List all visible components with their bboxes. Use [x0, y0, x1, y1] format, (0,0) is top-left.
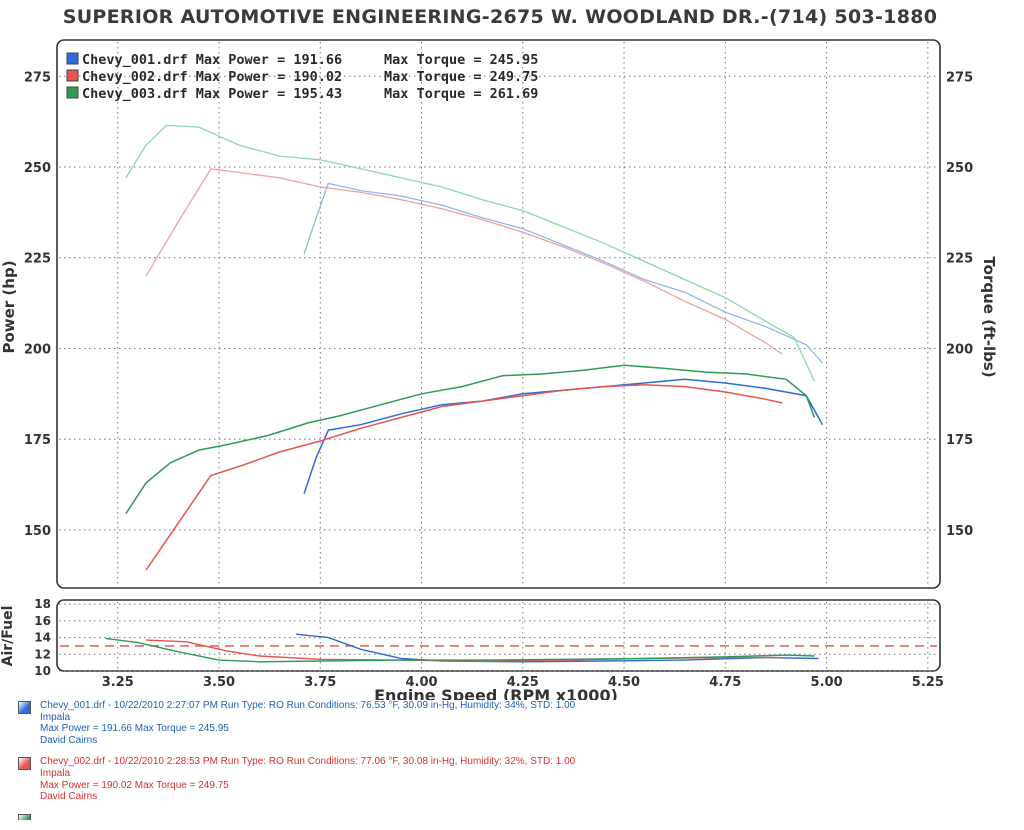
power-line-Chevy_001.drf	[303, 378, 824, 494]
rpm-tick-label: 4.50	[608, 675, 640, 690]
power-tick-label: 225	[24, 252, 51, 267]
torque-tick-label: 250	[946, 161, 973, 176]
rpm-tick-label: 5.00	[811, 675, 843, 690]
afr-axis-title: Air/Fuel	[0, 606, 16, 667]
run-2-vehicle: Impala	[40, 767, 71, 779]
torque-line-Chevy_002.drf	[145, 168, 783, 355]
run-entry: Chevy_002.drf - 10/22/2010 2:28:53 PM Ru…	[18, 756, 1018, 802]
legend-entry: Chevy_001.drf Max Power = 191.66	[82, 52, 342, 68]
power-tick-label: 275	[24, 70, 51, 85]
afr-tick-label: 14	[34, 631, 51, 645]
run-1-header: Chevy_001.drf - 10/22/2010 2:27:07 PM Ru…	[40, 700, 576, 711]
run-2-summary: Max Power = 190.02 Max Torque = 249.75	[40, 779, 229, 791]
rpm-tick-label: 4.00	[406, 675, 438, 690]
page-title: SUPERIOR AUTOMOTIVE ENGINEERING-2675 W. …	[62, 6, 938, 28]
rpm-tick-label: 5.25	[912, 675, 944, 690]
run-1-vehicle: Impala	[40, 711, 71, 723]
afr-tick-label: 10	[34, 664, 51, 678]
legend-entry: Chevy_002.drf Max Power = 190.02	[82, 69, 342, 85]
torque-tick-label: 275	[946, 70, 973, 85]
legend-swatch-icon	[66, 69, 79, 82]
run-2-swatch-icon	[18, 757, 31, 771]
legend-torque: Max Torque = 245.95	[384, 52, 538, 68]
rpm-tick-label: 4.75	[709, 675, 741, 690]
run-2-header: Chevy_002.drf - 10/22/2010 2:28:53 PM Ru…	[40, 756, 576, 768]
afr-plot-frame	[56, 599, 941, 672]
rpm-tick-label: 4.25	[507, 675, 539, 690]
power-tick-label: 200	[24, 342, 51, 357]
power-tick-label: 150	[24, 524, 51, 539]
legend-swatch-icon	[66, 86, 79, 99]
power-line-Chevy_003.drf	[125, 364, 816, 515]
run-1-swatch-icon	[18, 701, 31, 714]
legend-swatch-icon	[66, 52, 79, 65]
torque-line-Chevy_001.drf	[303, 182, 823, 364]
torque-tick-label: 175	[946, 433, 973, 448]
torque-tick-label: 150	[946, 524, 973, 539]
power-axis-title: Power (hp)	[0, 260, 18, 353]
power-line-Chevy_002.drf	[145, 384, 783, 571]
legend-entry: Chevy_003.drf Max Power = 195.43	[82, 86, 342, 102]
power-tick-label: 250	[24, 161, 51, 176]
run-details: Chevy_001.drf - 10/22/2010 2:27:07 PM Ru…	[18, 700, 1018, 830]
run-entry: Chevy_001.drf - 10/22/2010 2:27:07 PM Ru…	[18, 700, 1018, 746]
run-1-summary: Max Power = 191.66 Max Torque = 245.95	[40, 723, 229, 735]
rpm-tick-label: 3.25	[102, 675, 134, 690]
torque-axis-title: Torque (ft-lbs)	[980, 256, 998, 377]
torque-tick-label: 200	[946, 342, 973, 357]
torque-line-Chevy_003.drf	[125, 124, 815, 382]
afr-tick-label: 16	[34, 614, 51, 628]
rpm-tick-label: 3.75	[304, 675, 336, 690]
run-1-operator: David Cairns	[40, 734, 98, 746]
run-entry-cut-off	[18, 813, 1018, 820]
afr-tick-label: 18	[34, 597, 51, 611]
torque-tick-label: 225	[946, 252, 973, 267]
dyno-chart: 150 150 175 175 200 200 225 225 250 250 275 275 10 12…	[0, 39, 998, 700]
x-axis-title: Engine Speed (RPM x1000)	[374, 686, 618, 700]
rpm-tick-label: 3.50	[203, 675, 235, 690]
power-tick-label: 175	[24, 433, 51, 448]
legend-torque: Max Torque = 249.75	[384, 69, 538, 85]
afr-line-Chevy_003.drf	[105, 637, 815, 663]
legend-torque: Max Torque = 261.69	[384, 86, 538, 102]
run-2-operator: David Cairns	[40, 791, 98, 803]
afr-tick-label: 12	[34, 647, 51, 661]
run-3-swatch-icon	[18, 813, 31, 820]
